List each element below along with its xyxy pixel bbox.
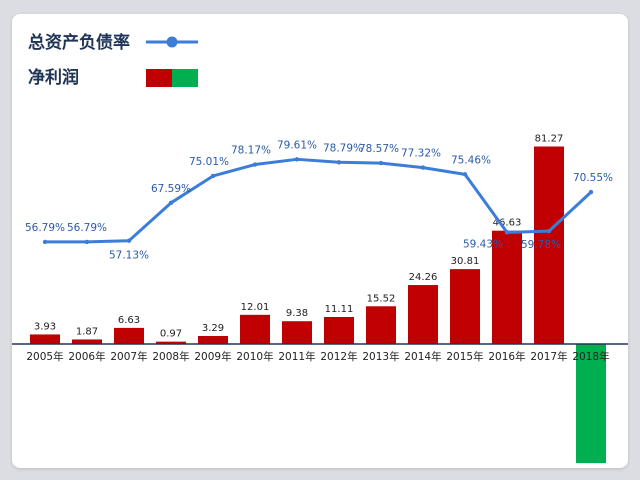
x-tick-label: 2017年 — [530, 350, 567, 363]
line-point — [504, 230, 510, 235]
line-value-label: 59.43% — [463, 238, 503, 250]
bar-value-label: 0.97 — [160, 329, 182, 340]
bar-value-label: 46.63 — [493, 218, 522, 229]
line-value-label: 78.79% — [323, 142, 363, 154]
line-value-label: 78.17% — [231, 145, 271, 157]
x-tick-label: 2015年 — [446, 350, 483, 363]
bar — [156, 341, 186, 344]
x-tick-label: 2018年 — [572, 350, 609, 363]
legend-negative-swatch — [172, 69, 198, 87]
line-value-label: 77.32% — [401, 148, 441, 160]
line-point — [84, 239, 90, 245]
bar-value-label: 3.29 — [202, 323, 224, 334]
x-tick-label: 2011年 — [278, 350, 315, 363]
bar — [114, 327, 144, 344]
bar — [324, 317, 354, 344]
line-value-label: 70.55% — [573, 172, 613, 184]
line-point — [294, 157, 300, 162]
line-value-label: 59.78% — [521, 239, 561, 251]
legend-line-marker — [166, 36, 178, 48]
bar-value-label: 1.87 — [76, 326, 98, 337]
bar — [198, 336, 228, 344]
x-tick-label: 2006年 — [68, 350, 105, 363]
bar — [366, 306, 396, 344]
line-point — [252, 162, 258, 167]
x-tick-label: 2016年 — [488, 350, 525, 363]
bar-value-label: 11.11 — [325, 304, 354, 315]
line-point — [42, 239, 48, 245]
x-axis-ticks: 2005年 2006年 2007年 2008年 2009年 2010年 2011年 2012年… — [26, 350, 609, 363]
x-tick-label: 2008年 — [152, 350, 189, 363]
line-value-label: 56.79% — [67, 222, 107, 234]
chart-svg: 总资产负债率 净利润 3.93 1.87 6.63 0.97 3.29 12.01 9.38… — [12, 32, 628, 464]
legend-positive-swatch — [146, 69, 172, 87]
bar — [450, 269, 480, 344]
bar — [576, 344, 606, 464]
line-value-label: 57.13% — [109, 250, 149, 262]
x-tick-label: 2005年 — [26, 350, 63, 363]
bar-value-label: 24.26 — [409, 272, 438, 283]
bar-value-label: 3.93 — [34, 321, 56, 332]
line-value-label: 67.59% — [151, 183, 191, 195]
line-value-label: 78.57% — [359, 143, 399, 155]
x-tick-label: 2009年 — [194, 350, 231, 363]
line-value-label: 79.61% — [277, 139, 317, 151]
bar-value-label: 15.52 — [367, 293, 396, 304]
line-value-label: 75.01% — [189, 156, 229, 168]
line-value-label: 56.79% — [25, 222, 65, 234]
line-point — [588, 189, 594, 195]
line-point — [168, 200, 174, 206]
bar-value-label: 6.63 — [118, 315, 140, 326]
line-point — [420, 165, 426, 170]
line-point — [126, 238, 132, 243]
bar-value-label: 30.81 — [451, 256, 480, 267]
x-tick-label: 2010年 — [236, 350, 273, 363]
bar — [240, 314, 270, 344]
line-point — [210, 173, 216, 179]
x-tick-label: 2013年 — [362, 350, 399, 363]
bar — [72, 339, 102, 344]
bar-series: 3.93 1.87 6.63 0.97 3.29 12.01 9.38 11.11 15.52 2… — [30, 134, 606, 464]
line-value-label: 75.46% — [451, 154, 491, 166]
bar — [282, 321, 312, 344]
bar — [30, 334, 60, 344]
x-tick-label: 2014年 — [404, 350, 441, 363]
chart-card: 总资产负债率 净利润 3.93 1.87 6.63 0.97 3.29 12.01 9.38… — [12, 14, 628, 468]
bar-value-label: 9.38 — [286, 308, 308, 319]
legend-bar-label: 净利润 — [28, 67, 79, 88]
line-point — [336, 160, 342, 165]
x-tick-label: 2012年 — [320, 350, 357, 363]
bar-value-label: 81.27 — [535, 134, 564, 145]
line-point — [462, 172, 468, 177]
bar — [492, 230, 522, 344]
bar — [408, 285, 438, 344]
bar-value-label: 12.01 — [241, 302, 270, 313]
legend-line-label: 总资产负债率 — [28, 32, 130, 53]
line-point — [546, 228, 552, 234]
bar — [534, 146, 564, 344]
line-series: 56.79% 56.79% 57.13% 67.59% 75.01%78.17% 79.6… — [25, 139, 613, 261]
legend: 总资产负债率 净利润 — [28, 32, 198, 88]
x-tick-label: 2007年 — [110, 350, 147, 363]
line-path — [45, 157, 593, 244]
line-point — [378, 160, 384, 166]
